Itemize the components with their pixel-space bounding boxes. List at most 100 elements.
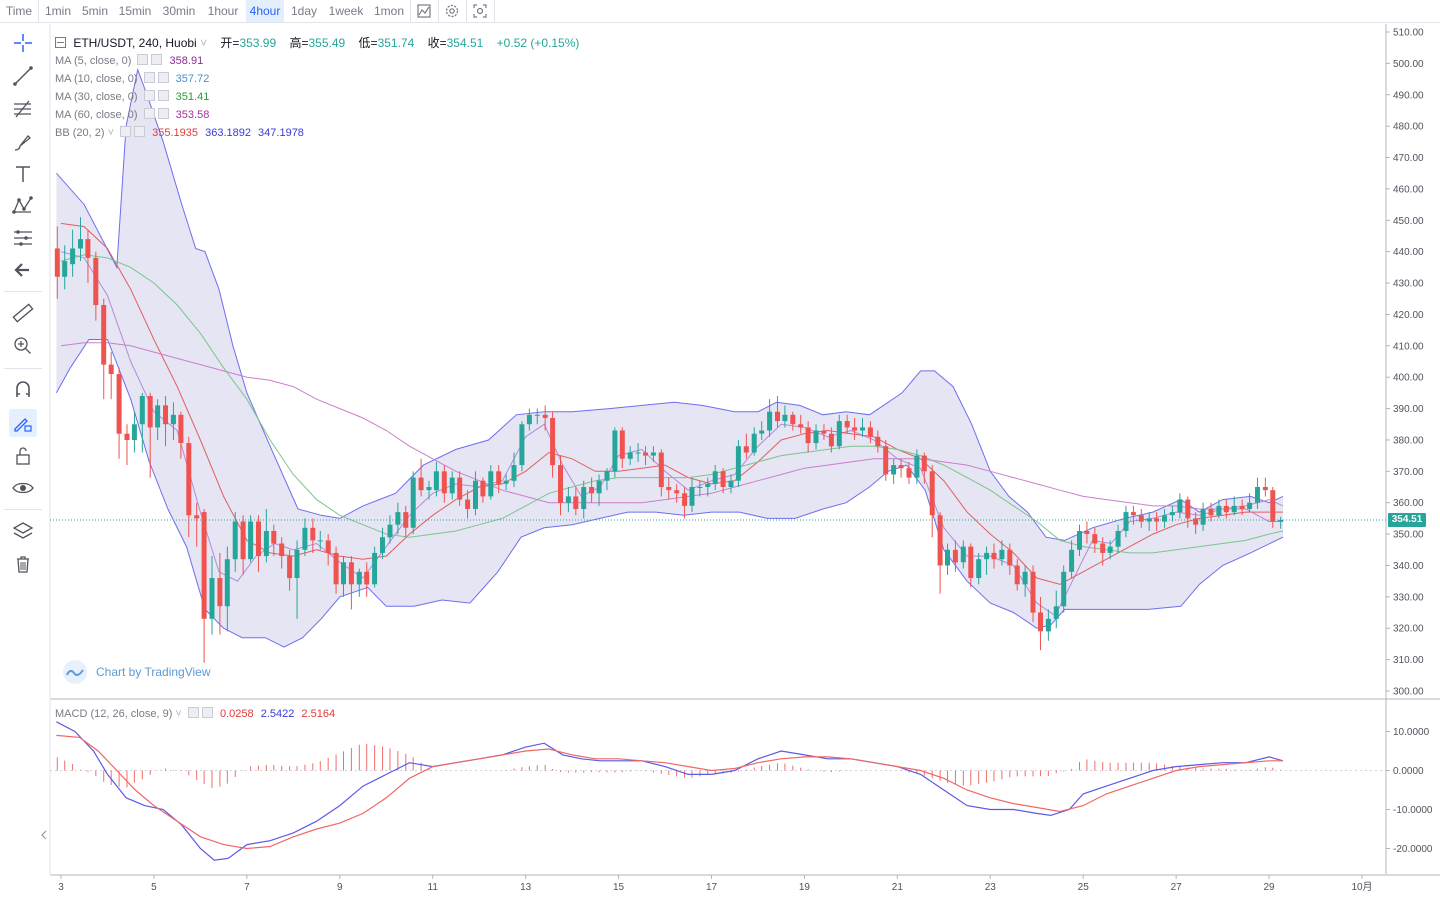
candle-body bbox=[883, 446, 889, 475]
pattern-icon[interactable] bbox=[9, 192, 37, 220]
price-tick-label: 420.00 bbox=[1393, 310, 1424, 321]
candle-body bbox=[852, 427, 858, 431]
candle-body bbox=[1138, 515, 1144, 522]
price-tick-label: 410.00 bbox=[1393, 341, 1424, 352]
candle-body bbox=[348, 562, 354, 585]
high-label: 高= bbox=[289, 36, 309, 50]
symbol-caret-icon[interactable]: ˅ bbox=[196, 36, 208, 50]
time-tick-label: 29 bbox=[1264, 882, 1276, 893]
trash-icon[interactable] bbox=[9, 550, 37, 578]
close-icon[interactable] bbox=[157, 90, 169, 101]
candle-body bbox=[991, 552, 997, 560]
price-tick-label: 370.00 bbox=[1393, 467, 1424, 478]
settings-icon[interactable] bbox=[120, 126, 132, 137]
tf-1hour[interactable]: 1hour bbox=[207, 4, 239, 18]
candle-body bbox=[844, 421, 850, 428]
close-icon[interactable] bbox=[134, 126, 146, 137]
ruler-icon[interactable] bbox=[9, 299, 37, 327]
candle-body bbox=[627, 452, 633, 459]
candle-body bbox=[658, 452, 664, 487]
tf-1min[interactable]: 1min bbox=[44, 4, 71, 18]
time-tick-label: 9 bbox=[337, 882, 343, 893]
settings-icon[interactable] bbox=[143, 72, 155, 83]
settings-icon[interactable] bbox=[143, 90, 155, 101]
tf-15min[interactable]: 15min bbox=[118, 4, 152, 18]
tf-1week[interactable]: 1week bbox=[328, 4, 364, 18]
crosshair-icon[interactable] bbox=[9, 29, 37, 57]
brush-icon[interactable] bbox=[9, 128, 37, 156]
settings-icon[interactable] bbox=[137, 54, 149, 65]
close-icon[interactable] bbox=[157, 108, 169, 119]
price-tick-label: 470.00 bbox=[1393, 153, 1424, 164]
candle-body bbox=[542, 414, 548, 418]
tf-time[interactable]: Time bbox=[5, 4, 33, 18]
tf-1mon[interactable]: 1mon bbox=[373, 4, 405, 18]
back-arrow-icon[interactable] bbox=[9, 256, 37, 284]
macd-legend[interactable]: MACD (12, 26, close, 9) ˅ 0.0258 2.5422 … bbox=[55, 707, 336, 720]
ma30-legend[interactable]: MA (30, close, 0) 351.41 bbox=[55, 90, 209, 103]
candle-body bbox=[728, 480, 734, 487]
indicators-icon[interactable] bbox=[415, 2, 433, 20]
time-tick-label: 23 bbox=[985, 882, 997, 893]
candle-body bbox=[650, 452, 656, 456]
macd-hist-value: 0.0258 bbox=[219, 708, 254, 720]
time-tick-label: 27 bbox=[1171, 882, 1183, 893]
text-icon[interactable] bbox=[9, 160, 37, 188]
ma30-line bbox=[60, 254, 1284, 554]
time-tick-label: 11 bbox=[428, 882, 439, 893]
price-tick-label: 500.00 bbox=[1393, 59, 1424, 70]
stay-in-drawing-mode-icon[interactable] bbox=[9, 409, 37, 437]
change-value: +0.52 (+0.15%) bbox=[496, 36, 580, 50]
layers-icon[interactable] bbox=[9, 517, 37, 545]
tradingview-watermark[interactable]: Chart by TradingView bbox=[62, 659, 211, 685]
candle-body bbox=[635, 452, 641, 454]
candle-body bbox=[449, 477, 455, 494]
candle-body bbox=[619, 430, 625, 459]
collapse-arrow-icon[interactable] bbox=[40, 829, 48, 841]
close-icon[interactable] bbox=[157, 72, 169, 83]
candle-body bbox=[163, 405, 168, 425]
settings-icon[interactable] bbox=[143, 108, 155, 119]
open-value: 353.99 bbox=[239, 36, 277, 50]
macd-tick-label: -20.0000 bbox=[1393, 844, 1433, 855]
candle-body bbox=[217, 578, 223, 607]
close-icon[interactable] bbox=[201, 707, 213, 718]
ma60-legend[interactable]: MA (60, close, 0) 353.58 bbox=[55, 108, 209, 121]
lock-icon[interactable] bbox=[9, 442, 37, 470]
tf-30min[interactable]: 30min bbox=[162, 4, 196, 18]
magnet-icon[interactable] bbox=[9, 375, 37, 403]
prediction-icon[interactable] bbox=[9, 224, 37, 252]
tf-4hour[interactable]: 4hour bbox=[246, 0, 284, 22]
symbol-title[interactable]: ETH/USDT, 240, Huobi bbox=[73, 36, 197, 50]
price-tick-label: 340.00 bbox=[1393, 561, 1424, 572]
candle-body bbox=[720, 471, 726, 487]
candle-body bbox=[186, 443, 192, 516]
ma5-legend[interactable]: MA (5, close, 0) 358.91 bbox=[55, 54, 203, 67]
candle-body bbox=[929, 471, 935, 516]
bb-legend[interactable]: BB (20, 2) ˅ 355.1935 363.1892 347.1978 bbox=[55, 126, 304, 139]
close-icon[interactable] bbox=[151, 54, 163, 65]
collapse-legend-icon[interactable] bbox=[55, 37, 66, 48]
price-tick-label: 360.00 bbox=[1393, 498, 1424, 509]
candle-body bbox=[1231, 505, 1237, 513]
settings-icon[interactable] bbox=[187, 707, 199, 718]
price-tick-label: 330.00 bbox=[1393, 592, 1424, 603]
screenshot-icon[interactable] bbox=[471, 2, 489, 20]
symbol-legend: ETH/USDT, 240, Huobi ˅ 开=353.99 高=355.49… bbox=[55, 34, 579, 51]
price-tick-label: 350.00 bbox=[1393, 530, 1424, 541]
tf-1day[interactable]: 1day bbox=[290, 4, 318, 18]
ma60-value: 353.58 bbox=[175, 109, 210, 121]
ma10-legend[interactable]: MA (10, close, 0) 357.72 bbox=[55, 72, 209, 85]
bb-basis-value: 355.1935 bbox=[152, 127, 199, 139]
candle-body bbox=[1278, 519, 1284, 522]
candle-body bbox=[526, 414, 532, 425]
eye-icon[interactable] bbox=[9, 474, 37, 502]
tf-5min[interactable]: 5min bbox=[81, 4, 108, 18]
candle-body bbox=[836, 421, 842, 447]
trend-line-icon[interactable] bbox=[9, 62, 37, 90]
candle-body bbox=[511, 465, 517, 481]
zoom-in-icon[interactable] bbox=[9, 332, 37, 360]
fib-retracement-icon[interactable] bbox=[9, 95, 37, 123]
settings-icon[interactable] bbox=[443, 2, 461, 20]
